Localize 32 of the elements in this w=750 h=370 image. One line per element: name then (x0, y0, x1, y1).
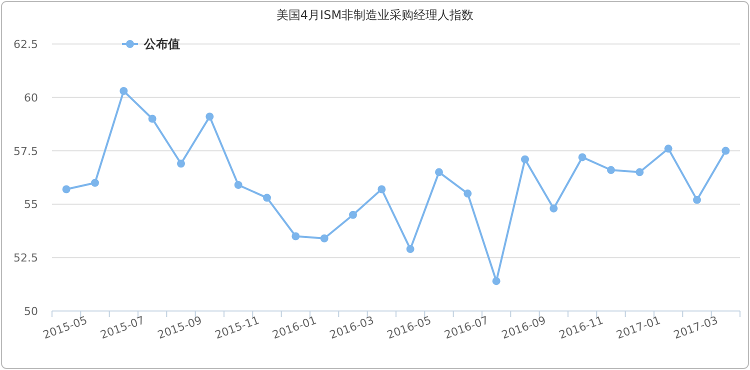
y-tick-label: 50 (24, 305, 38, 318)
y-tick-label: 52.5 (14, 252, 38, 265)
point (263, 194, 271, 202)
y-tick-label: 62.5 (14, 38, 38, 51)
point (578, 153, 586, 162)
chart-title: 美国4月ISM非制造业采购经理人指数 (276, 8, 474, 22)
point (378, 185, 386, 194)
point (464, 190, 472, 198)
y-tick-label: 57.5 (14, 144, 38, 158)
point (521, 155, 529, 164)
point (492, 277, 500, 286)
point (91, 178, 99, 187)
legend-label: 公布值 (143, 37, 180, 51)
point (177, 160, 185, 168)
point (62, 185, 70, 194)
point (435, 168, 443, 176)
point (148, 114, 156, 123)
point (206, 112, 214, 121)
point (120, 86, 128, 95)
point (550, 204, 558, 212)
point (234, 180, 242, 189)
point (636, 168, 644, 176)
point (722, 146, 730, 155)
y-tick-label: 55 (24, 198, 38, 212)
point (349, 210, 357, 219)
point (292, 232, 300, 240)
point (664, 144, 672, 153)
y-tick-label: 60 (24, 91, 38, 104)
point (406, 245, 414, 254)
point (693, 196, 701, 204)
point (607, 166, 615, 174)
point (320, 234, 328, 242)
